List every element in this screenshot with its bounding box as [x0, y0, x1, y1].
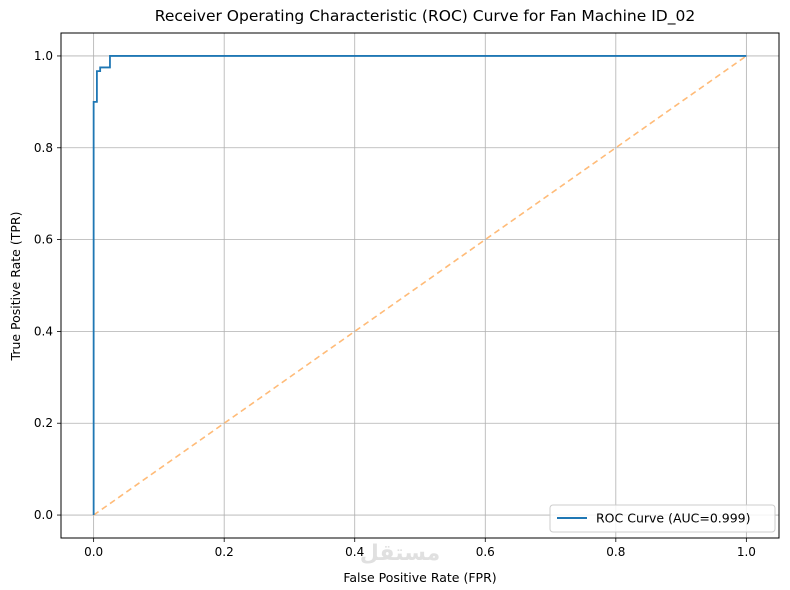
plot-frame	[60, 32, 780, 539]
x-tick-label: 0.2	[215, 545, 234, 559]
chance-diagonal-line	[93, 55, 747, 516]
y-tick-label: 0.8	[34, 141, 53, 155]
x-tick-label: 0.0	[84, 545, 103, 559]
x-tick-label: 0.8	[606, 545, 625, 559]
x-tick-label: 0.4	[345, 545, 364, 559]
x-ticks: 0.0 0.2 0.4 0.6 0.8 1.0	[84, 538, 756, 559]
legend-label-roc: ROC Curve (AUC=0.999)	[596, 511, 751, 526]
y-tick-label: 1.0	[34, 49, 53, 63]
x-axis-label: False Positive Rate (FPR)	[343, 570, 496, 585]
roc-curve-line	[92, 55, 747, 516]
legend-box	[549, 504, 776, 533]
watermark-logo: مستقل	[360, 541, 440, 566]
y-axis-label: True Positive Rate (TPR)	[8, 212, 23, 362]
y-tick-label: 0.4	[34, 324, 53, 338]
y-tick-label: 0.0	[34, 508, 53, 522]
legend: ROC Curve (AUC=0.999)	[549, 504, 776, 533]
chart-title: Receiver Operating Characteristic (ROC) …	[155, 7, 695, 26]
y-ticks: 0.0 0.2 0.4 0.6 0.8 1.0	[34, 49, 61, 522]
y-tick-label: 0.6	[34, 233, 53, 247]
x-tick-label: 0.6	[476, 545, 495, 559]
series-layer	[92, 55, 747, 516]
y-tick-label: 0.2	[34, 416, 53, 430]
x-tick-label: 1.0	[737, 545, 756, 559]
